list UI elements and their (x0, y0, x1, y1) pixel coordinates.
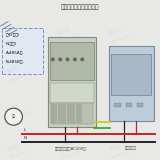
Text: B:485B線,: B:485B線, (6, 59, 24, 63)
FancyBboxPatch shape (51, 103, 93, 124)
Text: 水電寧科技: 水電寧科技 (109, 27, 122, 35)
Text: cahnni.com: cahnni.com (111, 149, 132, 160)
FancyBboxPatch shape (50, 83, 94, 103)
Text: 水電寧科技: 水電寧科技 (109, 66, 122, 74)
Text: cahnni.com: cahnni.com (111, 33, 132, 44)
Text: 水電寧科技: 水電寧科技 (6, 27, 19, 35)
Text: 注:L(直線): 注:L(直線) (6, 32, 20, 36)
Text: cahnni.com: cahnni.com (111, 72, 132, 83)
Text: N: N (23, 136, 26, 140)
Circle shape (66, 58, 69, 61)
Text: 水電寧科技: 水電寧科技 (57, 143, 71, 151)
Text: N(管線): N(管線) (6, 41, 17, 45)
FancyBboxPatch shape (111, 54, 151, 95)
Text: 水電寧科技: 水電寧科技 (6, 143, 19, 151)
Circle shape (52, 58, 54, 61)
Text: 水電寧科技: 水電寧科技 (109, 143, 122, 151)
Text: cahnni.com: cahnni.com (9, 149, 30, 160)
Text: cahnni.com: cahnni.com (9, 33, 30, 44)
Text: 水電寧科技: 水電寧科技 (109, 104, 122, 112)
Text: A:485A線,: A:485A線, (6, 50, 24, 54)
Text: 水電寧科技: 水電寧科技 (6, 104, 19, 112)
Circle shape (81, 58, 84, 61)
Circle shape (74, 58, 76, 61)
FancyBboxPatch shape (50, 42, 94, 80)
FancyBboxPatch shape (48, 37, 96, 127)
FancyBboxPatch shape (114, 103, 121, 107)
Text: 水電寧科技: 水電寧科技 (57, 66, 71, 74)
FancyBboxPatch shape (2, 28, 43, 74)
FancyBboxPatch shape (126, 103, 132, 107)
Circle shape (5, 108, 22, 125)
Text: cahnni.com: cahnni.com (60, 111, 81, 121)
Text: 載波電表、集中器口接線: 載波電表、集中器口接線 (61, 5, 99, 10)
Text: 輸入: 輸入 (12, 115, 16, 119)
Text: 水電寧科技: 水電寧科技 (57, 104, 71, 112)
Text: cahnni.com: cahnni.com (111, 111, 132, 121)
Text: cahnni.com: cahnni.com (9, 72, 30, 83)
Text: L: L (23, 128, 26, 132)
Text: cahnni.com: cahnni.com (60, 149, 81, 160)
Text: 水電寧科技: 水電寧科技 (6, 66, 19, 74)
Text: cahnni.com: cahnni.com (60, 33, 81, 44)
Text: 威勝集中器: 威勝集中器 (125, 146, 137, 150)
FancyBboxPatch shape (137, 103, 143, 107)
Text: 水電寧科技: 水電寧科技 (57, 27, 71, 35)
Text: cahnni.com: cahnni.com (60, 72, 81, 83)
Circle shape (59, 58, 61, 61)
Text: 威勝單相電表（AC200）: 威勝單相電表（AC200） (55, 146, 87, 150)
FancyBboxPatch shape (109, 46, 154, 121)
Text: cahnni.com: cahnni.com (9, 111, 30, 121)
